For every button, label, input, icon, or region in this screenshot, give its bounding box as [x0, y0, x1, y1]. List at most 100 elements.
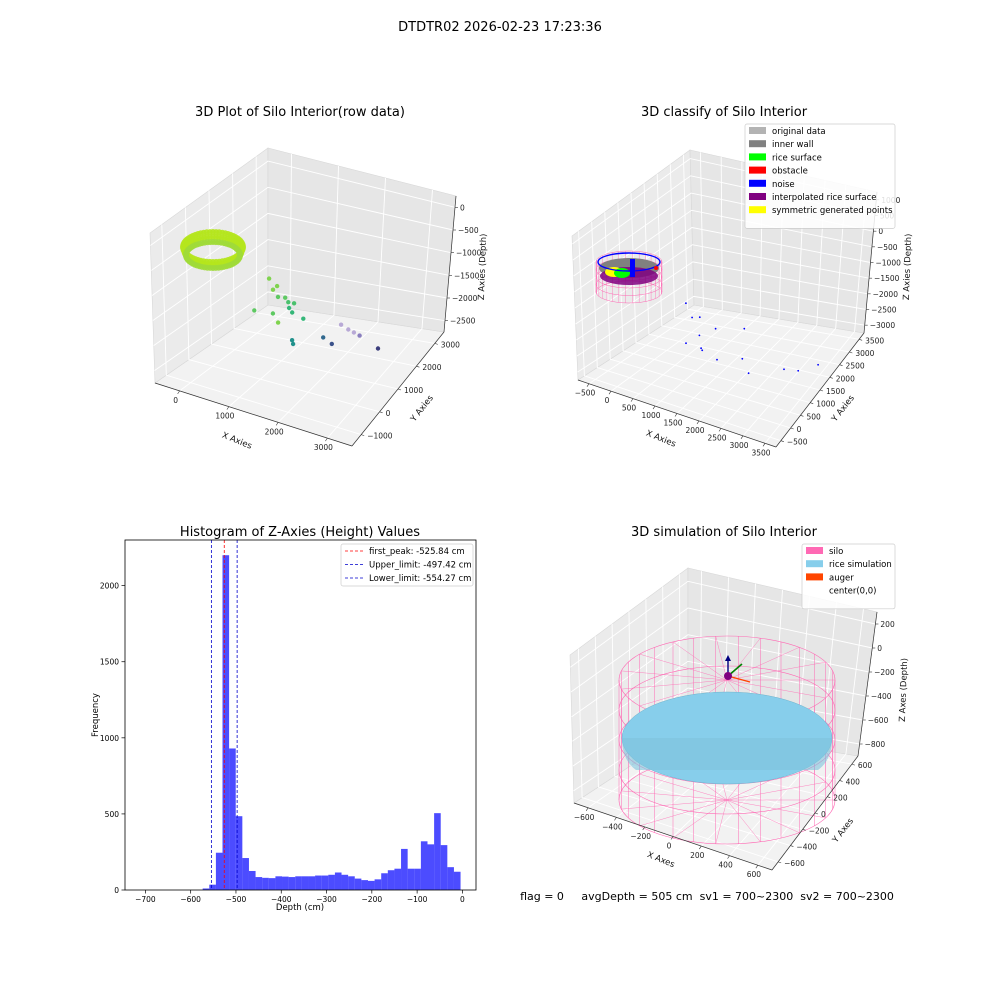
histogram-bar: [407, 868, 415, 890]
classify-plot-x-tick-label: 1000: [641, 411, 660, 420]
simulation-plot-title: 3D simulation of Silo Interior: [631, 525, 818, 540]
simulation-plot-z-tick-label: −600: [868, 716, 889, 725]
simulation-plot-x-tick-label: −400: [602, 822, 623, 831]
raw-plot-z-tick-label: −2500: [450, 317, 476, 326]
histogram-bar: [308, 876, 316, 890]
classify-plot-y-tick: [790, 427, 794, 430]
raw-plot-y-tick: [361, 434, 365, 436]
simulation-plot-z-tick-label: 0: [877, 644, 882, 653]
raw-data-point: [270, 287, 276, 292]
classify-legend-label: interpolated rice surface: [772, 193, 877, 203]
classify-noise-point: [783, 368, 785, 371]
simulation-silo-floor-spoke: [639, 799, 728, 827]
classify-plot-x-tick: [762, 443, 766, 447]
simulation-plot-x-tick: [699, 845, 702, 850]
histogram-x-tick-label: −700: [135, 895, 156, 904]
histogram-y-tick-label: 1500: [100, 658, 119, 667]
simulation-silo-roof-spoke: [621, 670, 728, 681]
simulation-legend-frame: [801, 543, 896, 610]
simulation-plot-x-gridline: [757, 608, 864, 866]
classify-plot-x-tick: [586, 383, 590, 387]
classify-plot-x-tick-label: 3000: [729, 441, 748, 450]
classify-plot-x-tick: [674, 413, 678, 417]
raw-plot-x-tick: [325, 437, 328, 442]
classify-plot-x-gridline: [632, 161, 743, 399]
simulation-plot-z-gridline: [572, 660, 866, 742]
raw-plot-x-tick-label: 0: [173, 396, 178, 405]
raw-plot-xlabel: X Axies: [220, 431, 253, 452]
classify-plot-y-tick: [780, 440, 784, 442]
simulation-legend-swatch: [806, 573, 823, 581]
simulation-plot-y-tick-label: 0: [821, 810, 826, 819]
histogram-bar: [381, 873, 388, 890]
classify-plot-z-tick-label: −1500: [874, 274, 900, 283]
histogram-legend-label: Lower_limit: -554.27 cm: [369, 574, 471, 584]
classify-plot-y-tick-label: 2500: [846, 362, 865, 371]
classify-noise-point: [701, 349, 704, 352]
classify-noise-ring: [597, 252, 661, 272]
classify-plot-x-tick: [652, 405, 656, 410]
classify-legend-swatch: [749, 166, 766, 174]
histogram-legend: first_peak: -525.84 cm Upper_limit: -497.…: [340, 543, 474, 587]
classify-legend-swatch: [749, 140, 766, 148]
raw-plot-y-tick-label: −1000: [367, 432, 393, 441]
classify-plot-y-gridline: [578, 231, 782, 442]
classify-plot-y-tick-label: 1000: [816, 400, 835, 409]
classify-plot-x-tick-label: 500: [622, 404, 637, 413]
histogram-bar: [427, 844, 435, 890]
classify-plot-z-tick-label: −500: [877, 243, 898, 252]
simulation-silo-roof-spoke: [639, 653, 728, 681]
classify-plot-y-tick-label: 500: [806, 412, 821, 421]
simulation-legend-swatch: [806, 547, 823, 554]
simulation-3d-plot: 3D simulation of Silo Interior −600 −400 −…: [569, 525, 910, 879]
simulation-plot-z-gridline: [570, 607, 873, 693]
classify-plot-y-tick-label: 3500: [865, 336, 884, 345]
histogram-bar: [248, 870, 256, 890]
simulation-plot-x-tick: [585, 807, 589, 811]
histogram-bar: [401, 848, 408, 890]
simulation-plot-y-tick: [827, 796, 831, 798]
histogram-bar: [301, 876, 309, 890]
classify-plot-y-tick-label: 1500: [826, 387, 845, 396]
raw-data-point: [321, 335, 326, 340]
histogram-bar: [414, 868, 421, 890]
raw-plot-z-gridline: [151, 212, 452, 296]
classify-plot-x-tick-label: 2500: [707, 433, 726, 442]
histogram-legend-label: first_peak: -525.84 cm: [369, 547, 465, 557]
simulation-plot-y-tick: [851, 763, 855, 766]
raw-plot-z-axis-line: [443, 195, 457, 333]
simulation-legend-label: auger: [829, 573, 854, 583]
raw-plot-x-tick-label: 2000: [265, 427, 284, 436]
simulation-silo-floor-spoke: [726, 799, 826, 819]
raw-data-point: [289, 338, 295, 343]
classify-legend-label: original data: [772, 127, 826, 137]
raw-plot-y-tick: [434, 343, 438, 345]
histogram-bar: [275, 876, 283, 890]
classify-plot-z-tick-label: −2000: [873, 290, 899, 299]
classify-plot-title: 3D classify of Silo Interior: [641, 105, 808, 120]
classify-plot-y-tick: [800, 415, 804, 417]
simulation-plot-y-gridline: [577, 648, 779, 863]
simulation-silo-floor-spoke: [726, 781, 826, 801]
raw-plot-z-gridline: [152, 239, 450, 321]
raw-plot-x-tick-label: 3000: [314, 443, 333, 452]
classify-plot-y-gridline: [682, 154, 860, 340]
classify-plot-y-tick-label: 3000: [855, 349, 874, 358]
depth-histogram: Histogram of Z-Axies (Height) Values −70…: [91, 525, 477, 913]
histogram-bar: [255, 877, 263, 890]
histogram-x-tick-label: −500: [226, 895, 247, 904]
raw-plot-x-gridline: [327, 189, 433, 439]
raw-plot-z-tick-label: −1500: [454, 271, 480, 280]
histogram-bar: [328, 874, 335, 890]
simulation-silo-floor-spoke: [726, 799, 800, 833]
histogram-bar: [394, 868, 402, 890]
histogram-bar: [295, 876, 302, 890]
classify-plot-z-tick-label: −3000: [870, 321, 896, 330]
classify-plot-z-gridline: [576, 278, 867, 357]
simulation-plot-z-tick-label: −800: [865, 740, 886, 749]
classify-plot-y-gridline: [591, 221, 791, 429]
histogram-x-tick-label: −300: [316, 895, 337, 904]
simulation-legend-label: silo: [829, 547, 843, 557]
raw-plot-z-tick-label: 0: [460, 203, 465, 212]
